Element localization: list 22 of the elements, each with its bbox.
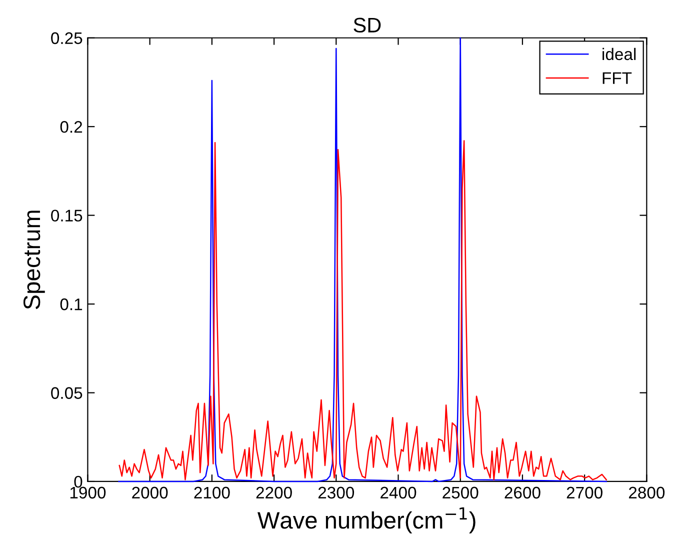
y-axis-title: Spectrum xyxy=(23,210,45,310)
x-tick-label: 2700 xyxy=(566,486,602,499)
y-tick-label: 0.25 xyxy=(51,32,82,44)
y-tick-label: 0.1 xyxy=(60,298,82,310)
y-tick-label: 0.2 xyxy=(60,121,82,133)
legend-label: FFT xyxy=(602,72,632,84)
x-tick-label: 2400 xyxy=(380,486,416,499)
y-tick-label: 0.15 xyxy=(51,210,82,222)
chart-title: SD xyxy=(354,18,381,33)
legend-label: ideal xyxy=(602,48,636,60)
x-tick-label: 2800 xyxy=(628,486,665,499)
x-tick-label: 2100 xyxy=(194,486,230,499)
x-tick-label: 1900 xyxy=(70,486,106,499)
y-tick-label: 0.05 xyxy=(51,387,82,399)
line-series xyxy=(118,140,607,480)
x-tick-label: 2300 xyxy=(318,486,354,499)
x-tick-label: 2200 xyxy=(256,486,292,499)
x-tick-label: 2000 xyxy=(132,486,168,499)
y-tick-label: 0 xyxy=(74,476,82,488)
x-tick-label: 2500 xyxy=(442,486,478,499)
x-axis-title: Wave number(cm$^{−1}$) xyxy=(258,507,476,534)
x-tick-label: 2600 xyxy=(504,486,540,499)
